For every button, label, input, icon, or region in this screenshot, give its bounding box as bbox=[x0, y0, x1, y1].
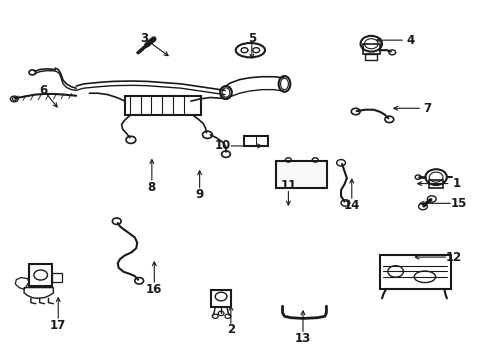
Bar bbox=[243, 135, 267, 146]
Text: 10: 10 bbox=[214, 139, 230, 152]
Text: 17: 17 bbox=[50, 319, 66, 332]
Text: 14: 14 bbox=[343, 199, 359, 212]
Text: 7: 7 bbox=[423, 102, 430, 115]
Text: 9: 9 bbox=[195, 188, 203, 201]
Text: 16: 16 bbox=[146, 283, 162, 296]
Text: 12: 12 bbox=[445, 251, 461, 264]
Text: 2: 2 bbox=[226, 323, 234, 336]
Bar bbox=[379, 255, 450, 289]
Text: 15: 15 bbox=[450, 197, 466, 210]
Text: 6: 6 bbox=[40, 84, 48, 97]
Bar bbox=[52, 273, 62, 282]
Text: 8: 8 bbox=[147, 181, 156, 194]
Text: 13: 13 bbox=[294, 332, 310, 345]
Bar bbox=[428, 180, 443, 188]
Text: 5: 5 bbox=[247, 32, 255, 45]
Bar bbox=[29, 264, 52, 286]
Bar bbox=[365, 54, 376, 59]
Bar bbox=[211, 290, 230, 307]
Text: 1: 1 bbox=[451, 177, 460, 190]
Bar bbox=[276, 161, 327, 188]
Bar bbox=[362, 44, 379, 54]
Text: 3: 3 bbox=[140, 32, 148, 45]
Text: 4: 4 bbox=[406, 33, 413, 47]
Bar bbox=[125, 96, 200, 116]
Text: 11: 11 bbox=[280, 179, 296, 192]
